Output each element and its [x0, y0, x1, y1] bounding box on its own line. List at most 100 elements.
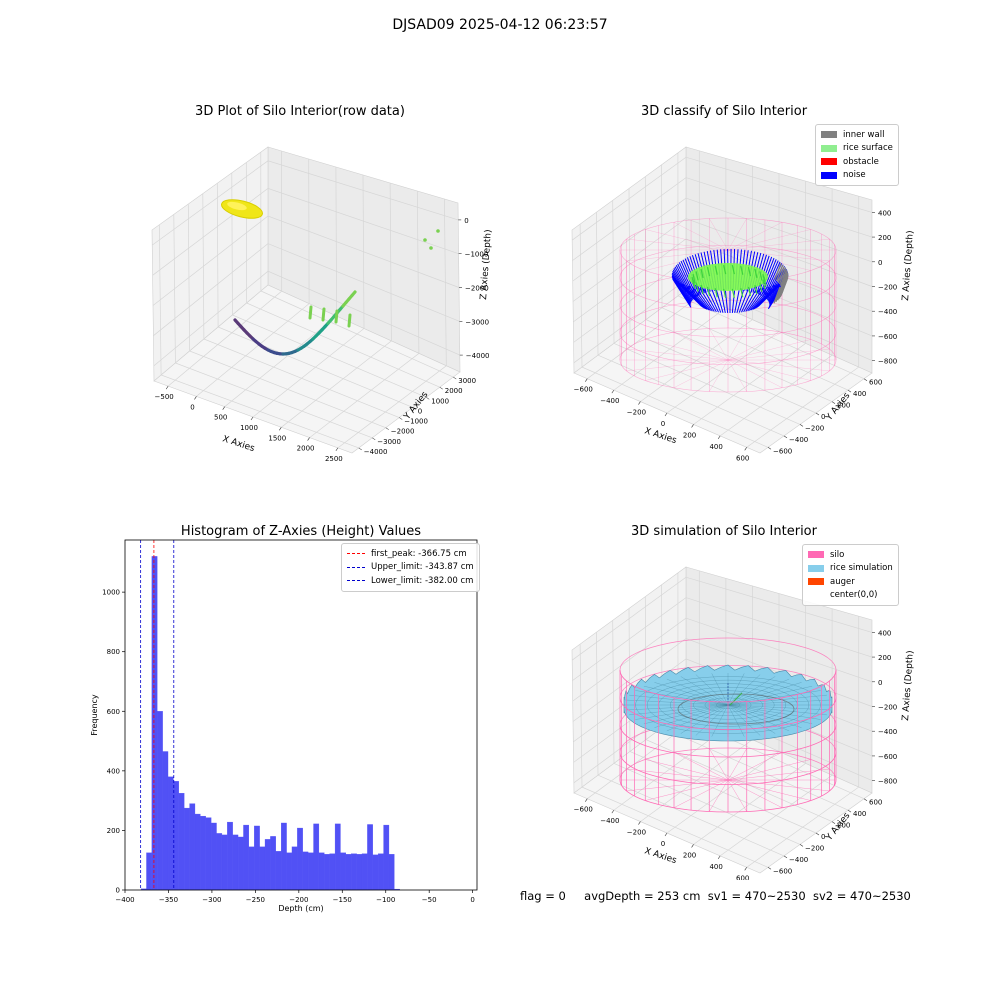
x-tick-label: −200	[627, 409, 646, 417]
silo-spoke	[645, 779, 729, 801]
panel4-zlabel: Z Axies (Depth)	[901, 650, 916, 721]
histogram-bar	[356, 854, 363, 891]
grid-line	[613, 158, 727, 391]
rice-surface-stroke	[714, 288, 718, 298]
grid-line	[746, 196, 860, 448]
histogram-bar	[248, 846, 255, 891]
grid-line	[252, 174, 365, 418]
surface-mesh-spoke	[666, 704, 729, 732]
x-tick-label: −400	[600, 397, 619, 405]
panel1-zlabel: Z Axies (Depth)	[479, 229, 494, 300]
grid-line	[231, 172, 427, 398]
surface-mesh-spoke	[711, 673, 729, 706]
histogram-bar	[167, 776, 174, 891]
silo-spoke	[673, 222, 729, 251]
noise-stroke	[671, 275, 701, 305]
histogram-bar	[157, 711, 163, 891]
green-streak	[334, 309, 339, 324]
grid-line	[644, 596, 833, 822]
y-tick-label: 600	[869, 379, 882, 387]
silo-spoke	[727, 359, 830, 372]
histogram-bar	[232, 834, 239, 891]
rice-surface-stroke	[706, 266, 711, 277]
histogram-bar	[194, 813, 201, 891]
grid-line	[719, 188, 833, 437]
histogram-bar	[334, 823, 341, 891]
noise-stroke	[685, 284, 708, 310]
surface-depression	[677, 693, 795, 725]
legend-item-upper-limit: Upper_limit: -343.87 cm	[347, 561, 474, 575]
silo-spoke	[645, 339, 729, 361]
silo-spoke	[727, 218, 747, 251]
noise-stroke	[749, 286, 769, 311]
histogram-bar	[173, 781, 179, 891]
figure-title: DJSAD09 2025-04-12 06:23:57	[392, 17, 608, 33]
rice-surface-stroke	[754, 268, 758, 279]
histogram-bar	[162, 751, 169, 891]
noise-stroke	[671, 275, 691, 306]
z-tick-label: −400	[878, 728, 897, 736]
legend-item-center: center(0,0)	[808, 589, 893, 603]
histogram-plot: −400 −350 −300 −250 −200 −150 −100 −50 0 0 200 400 6…	[90, 539, 478, 913]
noise-stroke	[731, 290, 736, 314]
rice-surface-stroke	[700, 268, 704, 279]
legend-line	[347, 553, 365, 555]
inner-wall-stroke	[773, 286, 781, 304]
x-tick-label: 600	[736, 874, 749, 880]
grid-line	[152, 215, 460, 306]
y-tick-label: −200	[805, 424, 824, 432]
grid-line	[158, 224, 359, 449]
x-tick	[717, 435, 721, 440]
surface-mesh-spoke	[727, 678, 790, 706]
green-streak	[321, 307, 326, 322]
legend-swatch	[808, 551, 824, 559]
x-tick-label: 600	[736, 454, 749, 462]
histogram-bar	[178, 793, 185, 891]
histogram-bar	[329, 853, 336, 891]
panel2-ticks: −600−400−2000200400600−600−400−200020040…	[574, 209, 898, 462]
x-tick-label: 200	[683, 431, 696, 439]
legend-swatch	[808, 578, 824, 586]
x-tick-label: 1000	[240, 424, 258, 432]
histogram-xlabel: Depth (cm)	[278, 904, 323, 913]
z-tick-label: 0	[464, 217, 468, 225]
legend-swatch	[821, 158, 837, 166]
y-tick-label: 200	[837, 402, 850, 410]
silo-spoke	[727, 779, 747, 812]
noise-stroke	[715, 290, 724, 313]
histogram-bar	[367, 824, 373, 891]
silo-spoke	[626, 238, 729, 251]
grid-line	[661, 164, 849, 391]
grid-line	[571, 576, 873, 661]
noise-stroke	[738, 289, 749, 313]
y-tick	[831, 821, 836, 824]
y-tick	[372, 437, 376, 441]
grid-line	[596, 212, 785, 437]
x-tick	[585, 798, 588, 802]
noise-stroke	[761, 259, 777, 296]
inner-wall-stroke	[779, 269, 788, 286]
silo-spoke	[727, 229, 811, 251]
x-tick	[611, 389, 615, 394]
status-flag: flag = 0	[520, 889, 566, 903]
z-tick-label: 0	[878, 259, 882, 267]
silo-spoke	[727, 359, 783, 388]
surface-mesh-spoke	[711, 704, 729, 737]
z-tick-label: −3000	[465, 318, 489, 326]
rice-surface-stroke	[740, 288, 744, 298]
grid-line	[152, 188, 459, 276]
panel4-ticks: −600−400−2000200400600−600−400−200020040…	[574, 629, 898, 880]
x-tick-label: 0	[661, 840, 665, 848]
green-streak	[308, 305, 313, 320]
y-tick-label: −400	[789, 436, 808, 444]
y-tick	[399, 417, 403, 420]
histogram-ylabel: Frequency	[90, 694, 99, 736]
surface-mesh-spoke	[727, 674, 761, 706]
silo-spoke	[626, 348, 729, 361]
silo-spoke	[727, 779, 783, 808]
grid-line	[196, 158, 310, 397]
rice-surface-core	[688, 263, 768, 291]
silo-spoke	[626, 779, 729, 792]
status-avg-depth: avgDepth = 253 cm	[584, 889, 701, 903]
y-tick-label: −600	[773, 447, 792, 455]
